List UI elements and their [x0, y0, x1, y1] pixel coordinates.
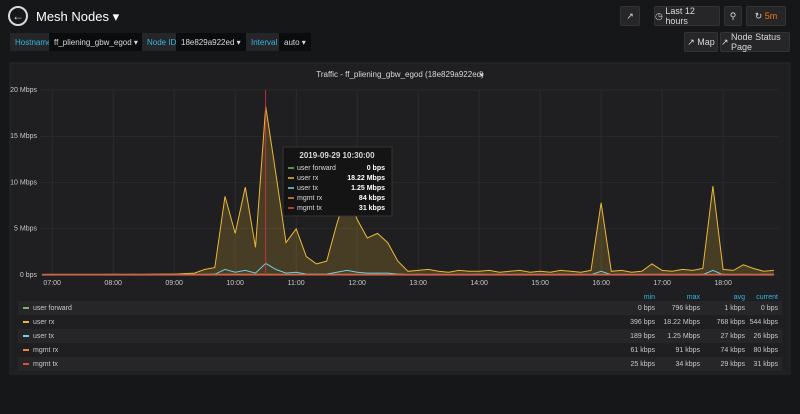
tooltip-value: 18.22 Mbps: [347, 175, 385, 182]
y-tick-label: 5 Mbps: [14, 226, 37, 233]
legend-stat: 544 kbps: [750, 319, 779, 326]
tooltip-series-name: user tx: [297, 185, 319, 192]
legend-stat: 1.25 Mbps: [667, 333, 700, 340]
tooltip-time: 2019-09-29 10:30:00: [299, 151, 375, 160]
y-tick-label: 10 Mbps: [10, 179, 37, 186]
x-tick-label: 10:00: [226, 280, 244, 287]
legend-stat: 61 kbps: [630, 347, 655, 354]
legend-series-name: mgmt rx: [33, 347, 59, 354]
legend-stat: 796 kbps: [672, 305, 701, 312]
legend-header: max: [687, 294, 701, 301]
legend-stat: 18.22 Mbps: [663, 319, 700, 326]
legend-stat: 396 bps: [630, 319, 655, 326]
panel-background: [10, 63, 790, 374]
x-tick-label: 15:00: [531, 280, 549, 287]
tooltip: 2019-09-29 10:30:00 user forward 0 bps user…: [283, 147, 392, 216]
legend-stat: 25 kbps: [630, 361, 655, 368]
legend-header: current: [756, 294, 778, 301]
legend-stat: 0 bps: [638, 305, 656, 312]
y-tick-label: 20 Mbps: [10, 87, 37, 94]
legend-stat: 0 bps: [761, 305, 779, 312]
tooltip-series-name: user rx: [297, 175, 319, 182]
tooltip-series-name: mgmt tx: [297, 205, 322, 212]
legend-series-name: mgmt tx: [33, 361, 58, 368]
x-tick-label: 18:00: [714, 280, 732, 287]
legend-stat: 26 kbps: [753, 333, 778, 340]
x-tick-label: 11:00: [288, 280, 305, 287]
tooltip-value: 31 kbps: [359, 205, 385, 212]
legend-series-name: user forward: [33, 305, 72, 312]
legend-stat: 74 kbps: [720, 347, 745, 354]
panel-menu-caret[interactable]: ▾: [480, 72, 484, 79]
legend-series-name: user rx: [33, 319, 55, 326]
legend-stat: 34 kbps: [675, 361, 700, 368]
legend-stat: 31 kbps: [753, 361, 778, 368]
legend-stat: 768 kbps: [717, 319, 746, 326]
y-tick-label: 15 Mbps: [10, 133, 37, 140]
tooltip-series-name: user forward: [297, 165, 336, 172]
legend-stat: 91 kbps: [675, 347, 700, 354]
legend-row: [18, 301, 782, 315]
x-tick-label: 07:00: [43, 280, 61, 287]
legend-row: [18, 357, 782, 371]
tooltip-value: 84 kbps: [359, 195, 385, 202]
legend-stat: 1 kbps: [724, 305, 745, 312]
tooltip-value: 1.25 Mbps: [351, 185, 385, 192]
tooltip-series-name: mgmt rx: [297, 195, 323, 202]
x-tick-label: 16:00: [592, 280, 610, 287]
legend-stat: 80 kbps: [753, 347, 778, 354]
y-tick-label: 0 bps: [20, 272, 38, 279]
legend-stat: 27 kbps: [720, 333, 745, 340]
legend-stat: 189 bps: [630, 333, 655, 340]
x-tick-label: 12:00: [348, 280, 366, 287]
x-tick-label: 14:00: [470, 280, 488, 287]
tooltip-value: 0 bps: [367, 165, 385, 172]
legend-header: avg: [734, 294, 745, 301]
legend-stat: 29 kbps: [720, 361, 745, 368]
x-tick-label: 17:00: [653, 280, 671, 287]
x-tick-label: 08:00: [104, 280, 122, 287]
legend-series-name: user tx: [33, 333, 55, 340]
panel-title[interactable]: Traffic - ff_pliening_gbw_egod (18e829a9…: [316, 70, 484, 79]
x-tick-label: 09:00: [165, 280, 183, 287]
x-tick-label: 13:00: [409, 280, 427, 287]
legend-header: min: [644, 294, 655, 301]
